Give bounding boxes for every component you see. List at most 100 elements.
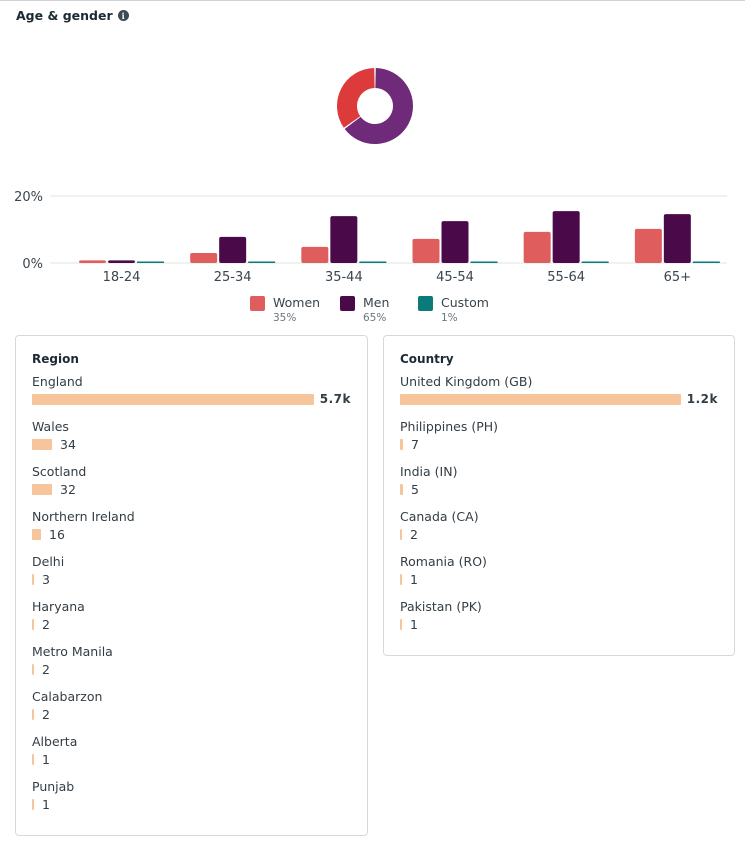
country-row: India (IN) 5: [400, 464, 718, 509]
country-row-bar: [400, 393, 681, 405]
country-row-bar: [400, 483, 403, 495]
region-row-bar: [32, 798, 34, 810]
section-header: Age & gender i: [16, 8, 129, 23]
x-tick-label: 25-34: [214, 270, 252, 285]
region-row-value: 1: [42, 751, 50, 767]
region-row-value: 1: [42, 796, 50, 812]
bar-men-65+[interactable]: [663, 214, 691, 263]
region-row: Punjab 1: [32, 779, 351, 824]
bar-men-55-64[interactable]: [552, 211, 580, 263]
legend-item-custom[interactable]: Custom 1%: [418, 295, 508, 324]
region-row-bar-line: 16: [32, 524, 351, 544]
country-row-label: Canada (CA): [400, 509, 479, 524]
donut-slice-women[interactable]: [337, 68, 376, 128]
region-row-bar: [32, 393, 314, 405]
region-row: Delhi 3: [32, 554, 351, 599]
x-tick-label: 65+: [664, 270, 691, 285]
age-gender-bar-chart: 0% 20% 18-24 25-34 35-44 45-54 55-64 65+: [14, 190, 727, 285]
country-row: Pakistan (PK) 1: [400, 599, 718, 644]
region-row-label: Northern Ireland: [32, 509, 135, 524]
region-row-value: 2: [42, 661, 50, 677]
country-row-bar-line: 7: [400, 434, 718, 454]
region-row-label: Wales: [32, 419, 69, 434]
bar-men-35-44[interactable]: [330, 216, 358, 263]
region-row-bar: [32, 573, 34, 585]
region-row-bar: [32, 708, 34, 720]
country-row-bar-line: 1: [400, 569, 718, 589]
country-row: Philippines (PH) 7: [400, 419, 718, 464]
bar-women-35-44[interactable]: [301, 246, 329, 263]
region-row-bar: [32, 438, 52, 450]
region-row-bar-line: 1: [32, 749, 351, 769]
country-row-value: 2: [410, 526, 418, 542]
info-icon[interactable]: i: [117, 10, 129, 21]
country-card: Country United Kingdom (GB) 1.2k Philippin…: [383, 335, 735, 656]
country-row-label: Romania (RO): [400, 554, 487, 569]
country-row-bar: [400, 528, 402, 540]
legend-item-women[interactable]: Women 35%: [250, 295, 340, 324]
region-row-bar-line: 32: [32, 479, 351, 499]
region-row: Scotland 32: [32, 464, 351, 509]
region-card-title: Region: [32, 352, 79, 366]
bar-men-18-24[interactable]: [108, 260, 135, 263]
region-row-bar: [32, 753, 34, 765]
country-row-bar-line: 1: [400, 614, 718, 634]
region-row-bar-line: 2: [32, 614, 351, 634]
country-row: Romania (RO) 1: [400, 554, 718, 599]
legend-item-men[interactable]: Men 65%: [340, 295, 418, 324]
legend-percent: 65%: [363, 312, 387, 324]
region-row-bar-line: 2: [32, 659, 351, 679]
bar-custom-18-24[interactable]: [137, 261, 164, 264]
bar-custom-35-44[interactable]: [359, 261, 387, 264]
country-row-value: 7: [411, 436, 419, 452]
region-row-value: 3: [42, 571, 50, 587]
x-tick-label: 18-24: [103, 270, 141, 285]
region-row-label: Alberta: [32, 734, 78, 749]
country-row-value: 5: [411, 481, 419, 497]
x-tick-label: 55-64: [547, 270, 585, 285]
region-card: Region England 5.7k Wales 34 Scotland 32 North…: [15, 335, 368, 836]
region-row-label: England: [32, 374, 83, 389]
region-row: Metro Manila 2: [32, 644, 351, 689]
bar-men-45-54[interactable]: [441, 221, 469, 263]
legend-label: Men: [363, 295, 390, 310]
country-row: United Kingdom (GB) 1.2k: [400, 374, 718, 419]
legend-percent: 35%: [273, 312, 297, 324]
top-divider: [0, 0, 745, 1]
country-row-value: 1.2k: [686, 392, 718, 406]
country-row: Canada (CA) 2: [400, 509, 718, 554]
bar-men-25-34[interactable]: [219, 236, 247, 263]
country-row-value: 1: [410, 616, 418, 632]
legend-percent: 1%: [441, 312, 458, 324]
bar-custom-25-34[interactable]: [248, 261, 276, 264]
chart-legend: Women 35% Men 65% Custom 1%: [250, 295, 508, 324]
x-tick-label: 45-54: [436, 270, 474, 285]
region-row-bar-line: 34: [32, 434, 351, 454]
section-title: Age & gender: [16, 8, 113, 23]
region-row-bar: [32, 528, 41, 540]
region-row-value: 2: [42, 706, 50, 722]
bar-women-18-24[interactable]: [79, 260, 106, 263]
region-row-value: 5.7k: [319, 392, 351, 406]
country-list: United Kingdom (GB) 1.2k Philippines (PH) 7…: [400, 374, 718, 644]
country-row-label: United Kingdom (GB): [400, 374, 533, 389]
bar-custom-55-64[interactable]: [581, 261, 609, 264]
region-row-value: 16: [49, 526, 65, 542]
region-row-value: 34: [60, 436, 76, 452]
bar-women-45-54[interactable]: [412, 238, 440, 263]
donut-slice-men[interactable]: [344, 68, 413, 144]
bar-women-25-34[interactable]: [190, 252, 218, 263]
country-row-bar: [400, 618, 402, 630]
bar-women-55-64[interactable]: [523, 231, 551, 263]
region-row: Northern Ireland 16: [32, 509, 351, 554]
y-tick-label: 20%: [14, 190, 43, 205]
bar-custom-65+[interactable]: [692, 261, 720, 264]
bar-custom-45-54[interactable]: [470, 261, 498, 264]
country-row-bar-line: 5: [400, 479, 718, 499]
legend-swatch-women: [250, 296, 265, 311]
bar-women-65+[interactable]: [634, 228, 662, 263]
region-row-value: 32: [60, 481, 76, 497]
y-tick-label: 0%: [22, 257, 43, 272]
region-row-label: Scotland: [32, 464, 87, 479]
region-row-bar: [32, 663, 34, 675]
